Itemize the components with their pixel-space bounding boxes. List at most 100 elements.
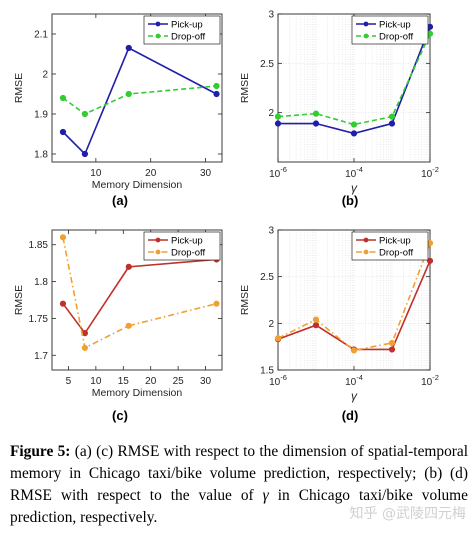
x-tick-label: 10-6 [269,373,287,388]
legend-label: Pick-up [379,20,411,31]
series-line [62,85,217,115]
y-axis-label: RMSE [239,285,251,315]
x-tick-label: 5 [66,376,72,387]
data-point [388,339,396,347]
data-point [213,90,220,98]
panel-label: (a) [112,193,128,208]
data-point [81,150,89,158]
y-tick-label: 3 [268,226,274,237]
data-point [312,110,320,117]
legend-box [351,15,429,45]
legend-label: Drop-off [379,32,414,43]
legend-label: Pick-up [379,236,411,247]
legend-marker [363,33,369,39]
data-point [388,120,396,127]
data-point [59,234,67,241]
legend-box [351,231,429,261]
data-point [274,335,282,342]
data-point [81,110,89,118]
data-point [350,130,358,137]
x-tick-label: 10-2 [421,165,439,180]
x-axis-label: γ [351,181,358,195]
x-tick-label: 30 [200,168,212,179]
x-tick-label: 30 [200,376,212,387]
panel-label: (b) [342,193,359,208]
legend-marker [363,21,369,27]
x-axis-label: Memory Dimension [92,387,183,399]
data-point [125,90,132,98]
series-pick-up [59,44,220,158]
data-point [350,121,358,128]
y-tick-label: 3 [268,10,274,21]
y-tick-label: 1.85 [29,240,49,251]
legend-label: Drop-off [171,32,206,43]
data-point [350,347,358,354]
series-drop-off [59,82,220,118]
x-tick-label: 20 [145,168,157,179]
y-tick-label: 1.7 [34,351,48,362]
x-axis-label: Memory Dimension [92,179,183,191]
legend-box [143,231,221,261]
data-point [81,344,89,351]
data-point [274,113,282,120]
legend-marker [363,249,369,255]
series-line [62,237,217,350]
series-pick-up [274,23,434,137]
y-tick-label: 1.8 [34,150,48,161]
legend-marker [155,237,161,243]
grid [277,13,430,162]
x-tick-label: 20 [145,376,157,387]
data-point [312,316,320,323]
y-axis-label: RMSE [239,73,251,103]
series-drop-off [274,30,434,128]
data-point [125,263,132,270]
chart-panel-4: 1.5 2 2.5 3 10-6 10-4 10-2 γ RMSE Pick-upDrop-off… [239,226,439,424]
data-point [213,300,220,307]
y-tick-label: 2.5 [260,272,274,283]
y-tick-label: 2 [268,108,274,119]
y-axis-label: RMSE [13,73,25,103]
panel-label: (c) [112,408,128,423]
plot-frame [51,13,223,163]
x-tick-label: 25 [173,376,185,387]
y-tick-label: 2.5 [260,59,274,70]
caption-text-2: in Chicago taxi/bike volume prediction, … [10,487,468,526]
y-tick-label: 2 [42,70,48,81]
data-point [59,94,67,102]
series-line [62,46,217,156]
series-line [62,258,217,335]
data-point [213,82,220,90]
chart-panel-3: 1.7 1.75 1.8 1.85 5 10 15 20 25 30 Memory Dimensio… [13,229,223,423]
figure-caption: Figure 5: (a) (c) RMSE with respect to t… [10,441,468,529]
series-line [277,33,431,126]
watermark: 知乎 @武陵四元梅 [349,506,466,522]
y-tick-label: 1.9 [34,110,48,121]
y-tick-label: 1.75 [29,314,49,325]
data-point [59,300,67,307]
x-tick-label: 10-4 [345,165,363,180]
caption-label: Figure 5: [10,443,71,460]
caption-gamma: γ [262,487,269,504]
x-axis-label: γ [351,389,358,403]
legend-label: Drop-off [171,248,206,259]
data-point [274,120,282,127]
data-point [125,44,132,52]
data-point [426,257,434,264]
series-drop-off [274,239,434,354]
chart-panel-1: 1.8 1.9 2 2.1 10 20 30 Memory Dimension RMSE Pick… [13,13,223,208]
data-point [388,113,396,120]
caption-text-1: (a) (c) RMSE with respect to the dimensi… [10,443,468,504]
legend-marker [155,21,161,27]
legend-marker [363,237,369,243]
y-tick-label: 1.8 [34,277,48,288]
legend-marker [155,249,161,255]
figure: 1.8 1.9 2 2.1 10 20 30 Memory Dimension RMSE Pick… [13,10,439,424]
data-point [59,128,67,136]
legend-label: Pick-up [171,236,203,247]
y-tick-label: 2 [268,319,274,330]
